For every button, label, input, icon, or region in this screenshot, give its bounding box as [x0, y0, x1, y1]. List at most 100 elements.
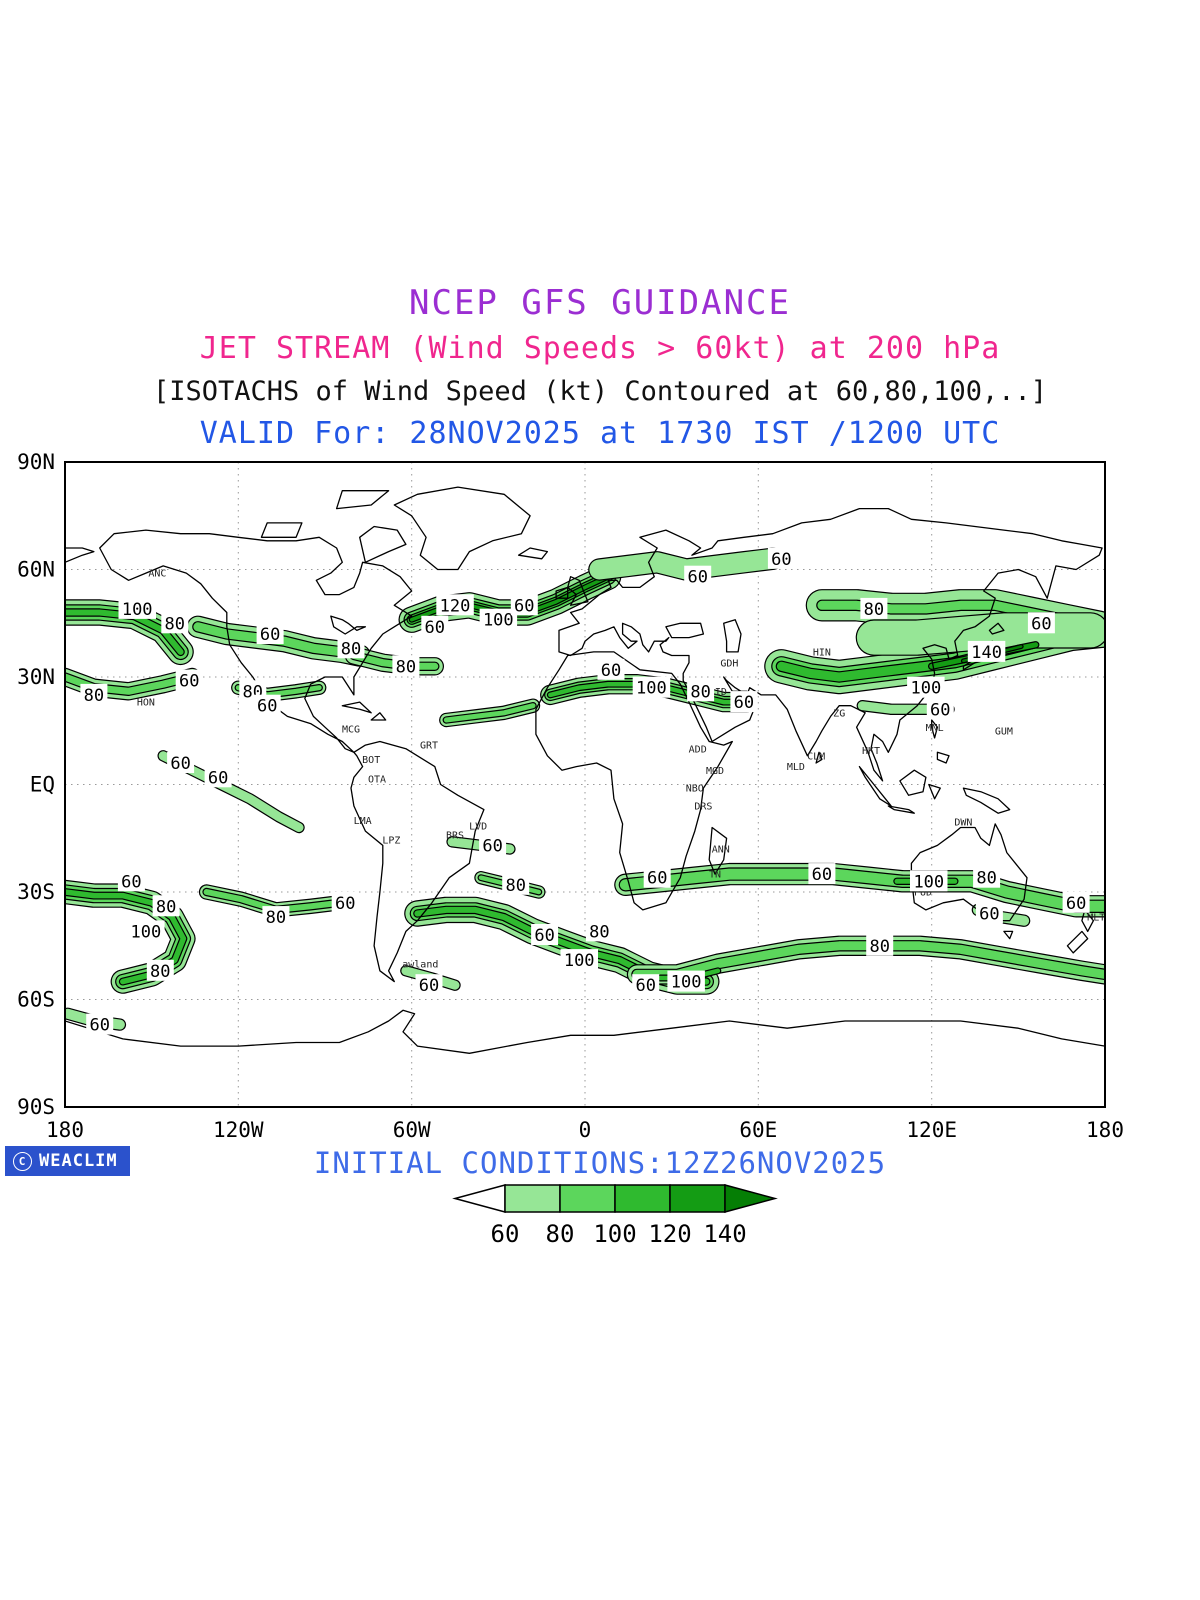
- legend-box-60: [504, 1184, 561, 1213]
- svg-text:100: 100: [636, 679, 667, 699]
- map-background: [65, 462, 1105, 1107]
- legend-box-80: [559, 1184, 616, 1213]
- svg-text:100: 100: [122, 600, 153, 620]
- svg-text:80: 80: [150, 962, 170, 982]
- svg-text:60: 60: [170, 754, 190, 774]
- svg-text:140: 140: [971, 643, 1002, 663]
- svg-text:60: 60: [687, 568, 707, 588]
- svg-text:100: 100: [131, 922, 162, 942]
- svg-text:GUM: GUM: [995, 726, 1013, 737]
- svg-text:OTA: OTA: [368, 775, 386, 786]
- svg-text:LMA: LMA: [354, 816, 372, 827]
- map-frame: [64, 461, 1106, 1108]
- station-labels: ANC HON MCG GRT BOT OTA LMA LPZ BRS LVD awland ADD M…: [137, 569, 1105, 971]
- legend-tick-label: 120: [648, 1220, 691, 1248]
- svg-text:80: 80: [505, 876, 525, 896]
- legend-above-max-arrow: [724, 1184, 778, 1213]
- svg-text:60: 60: [179, 672, 199, 692]
- svg-text:60: 60: [979, 905, 999, 925]
- svg-text:180: 180: [1086, 1118, 1124, 1142]
- svg-text:TN: TN: [709, 870, 721, 881]
- svg-text:60: 60: [514, 596, 534, 616]
- svg-text:60S: 60S: [17, 988, 55, 1012]
- svg-text:100: 100: [483, 611, 514, 631]
- coastlines: [65, 486, 1105, 1107]
- svg-text:60E: 60E: [739, 1118, 777, 1142]
- svg-text:60: 60: [425, 618, 445, 638]
- valid-time-line: VALID For: 28NOV2025 at 1730 IST /1200 U…: [199, 416, 1001, 451]
- svg-text:60: 60: [89, 1016, 109, 1036]
- svg-text:BOT: BOT: [362, 755, 380, 766]
- svg-text:60: 60: [930, 700, 950, 720]
- svg-text:100: 100: [913, 872, 944, 892]
- isotach-colorbar-legend: 60 80 100 120 140: [452, 1184, 778, 1248]
- svg-text:LVD: LVD: [469, 821, 487, 832]
- svg-text:60N: 60N: [17, 558, 55, 582]
- svg-text:180: 180: [46, 1118, 84, 1142]
- svg-text:HIN: HIN: [813, 648, 831, 659]
- svg-text:NBO: NBO: [686, 784, 704, 795]
- svg-text:60: 60: [208, 768, 228, 788]
- svg-text:80: 80: [84, 686, 104, 706]
- product-subtitle: JET STREAM (Wind Speeds > 60kt) at 200 h…: [199, 331, 1001, 366]
- legend-box-100: [614, 1184, 671, 1213]
- svg-text:80: 80: [156, 897, 176, 917]
- svg-text:MNL: MNL: [926, 723, 944, 734]
- svg-text:DRS: DRS: [694, 802, 712, 813]
- svg-text:60: 60: [812, 865, 832, 885]
- title-block: NCEP GFS GUIDANCE JET STREAM (Wind Speed…: [0, 283, 1200, 451]
- svg-text:MCG: MCG: [342, 725, 360, 736]
- svg-text:0: 0: [579, 1118, 592, 1142]
- svg-text:60: 60: [647, 869, 667, 889]
- svg-text:90N: 90N: [17, 450, 55, 474]
- svg-text:RID: RID: [709, 687, 727, 698]
- svg-text:LPZ: LPZ: [382, 836, 400, 847]
- svg-text:80: 80: [341, 639, 361, 659]
- svg-text:MGD: MGD: [706, 766, 724, 777]
- svg-text:60W: 60W: [393, 1118, 431, 1142]
- svg-text:60: 60: [257, 697, 277, 717]
- svg-text:ZG: ZG: [833, 708, 845, 719]
- svg-text:DWN: DWN: [954, 818, 972, 829]
- svg-text:PUD: PUD: [914, 888, 932, 899]
- svg-text:100: 100: [671, 973, 702, 993]
- svg-text:HKT: HKT: [862, 746, 880, 757]
- svg-text:HON: HON: [137, 698, 155, 709]
- initial-conditions-line: INITIAL CONDITIONS:12Z26NOV2025: [313, 1146, 887, 1180]
- svg-text:120: 120: [440, 596, 471, 616]
- svg-text:30N: 30N: [17, 665, 55, 689]
- svg-text:ANC: ANC: [148, 569, 166, 580]
- svg-text:120E: 120E: [906, 1118, 957, 1142]
- svg-text:80: 80: [976, 869, 996, 889]
- weaclim-watermark: C WEACLIM: [5, 1146, 130, 1176]
- legend-tick-label: 80: [546, 1220, 575, 1248]
- svg-text:MLT: MLT: [1087, 913, 1105, 924]
- svg-text:awland: awland: [402, 959, 438, 970]
- legend-below-min-arrow: [452, 1184, 506, 1213]
- svg-text:GRT: GRT: [420, 741, 438, 752]
- svg-text:80: 80: [864, 600, 884, 620]
- svg-text:80: 80: [266, 908, 286, 928]
- svg-text:60: 60: [335, 894, 355, 914]
- svg-text:60: 60: [1031, 614, 1051, 634]
- svg-text:EQ: EQ: [30, 773, 55, 797]
- svg-text:80: 80: [396, 657, 416, 677]
- svg-text:60: 60: [260, 625, 280, 645]
- svg-text:80: 80: [869, 937, 889, 957]
- legend-box-120: [669, 1184, 726, 1213]
- svg-text:80: 80: [589, 922, 609, 942]
- watermark-text: WEACLIM: [39, 1151, 118, 1171]
- contour-note: [ISOTACHS of Wind Speed (kt) Contoured a…: [152, 376, 1048, 407]
- svg-text:60: 60: [482, 836, 502, 856]
- svg-text:80: 80: [165, 614, 185, 634]
- svg-text:60: 60: [601, 661, 621, 681]
- svg-text:90S: 90S: [17, 1095, 55, 1119]
- svg-text:60: 60: [734, 693, 754, 713]
- svg-text:GDH: GDH: [720, 658, 738, 669]
- svg-text:60: 60: [419, 976, 439, 996]
- svg-text:30S: 30S: [17, 880, 55, 904]
- svg-text:60: 60: [121, 872, 141, 892]
